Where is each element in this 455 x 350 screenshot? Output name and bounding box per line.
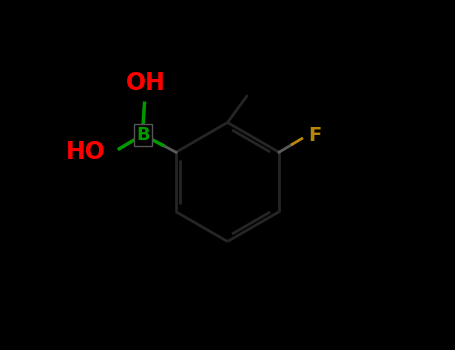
Text: F: F <box>308 126 321 145</box>
Text: B: B <box>136 126 150 144</box>
Text: HO: HO <box>66 140 106 163</box>
Text: OH: OH <box>126 71 166 95</box>
